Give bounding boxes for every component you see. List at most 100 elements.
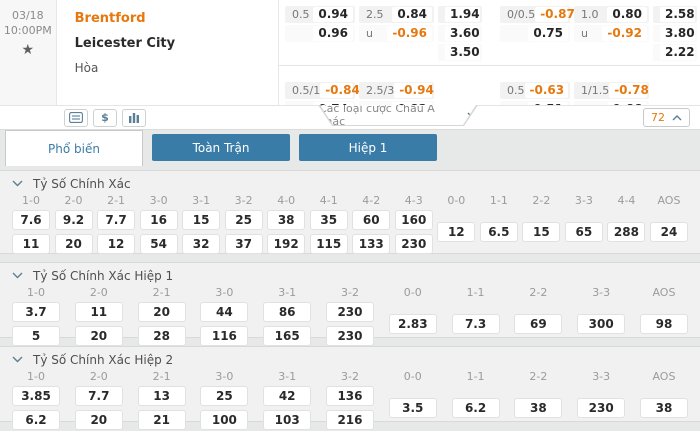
score-odds-home[interactable]: 9.2 — [54, 210, 93, 230]
odds-cell-g2-x12-home[interactable]: 2.58 — [653, 6, 697, 23]
score-odds-home[interactable]: 16 — [139, 210, 178, 230]
odds-value: 3.60 — [445, 26, 480, 41]
odds-cell-g2-ou2-r1[interactable]: 1/1.5 -0.78 — [574, 82, 649, 99]
score-odds-home[interactable]: 86 — [263, 302, 312, 322]
score-odds-away[interactable]: 115 — [309, 234, 348, 254]
score-odds-home[interactable]: 44 — [200, 302, 249, 322]
odds-cell-g1-hdp-r2[interactable]: 0.96 — [285, 25, 355, 42]
score-cells: 300 — [577, 301, 626, 347]
odds-cell-g1-hdp2-r1[interactable]: 0.5/1 -0.84 — [285, 82, 360, 99]
score-odds-home[interactable]: 11 — [74, 302, 123, 322]
score-odds-away[interactable]: 20 — [74, 410, 123, 430]
betslip-button[interactable] — [64, 108, 88, 127]
odds-cell-g1-hdp-r1[interactable]: 0.5 0.94 — [285, 6, 355, 23]
odds-cell-g2-hdp-r1[interactable]: 0/0.5 -0.87 — [500, 6, 575, 23]
score-odds-home[interactable]: 15 — [182, 210, 221, 230]
odds-cell-g2-ou-r1[interactable]: 1.0 0.80 — [574, 6, 649, 23]
market-count-toggle[interactable]: 72 — [643, 108, 690, 127]
tab-hiep-1[interactable]: Hiệp 1 — [299, 134, 437, 161]
score-odds[interactable]: 6.5 — [479, 222, 518, 242]
score-odds-away[interactable]: 230 — [394, 234, 433, 254]
score-odds-away[interactable]: 54 — [139, 234, 178, 254]
cash-out-button[interactable]: $ — [93, 108, 117, 127]
score-odds-away[interactable]: 5 — [12, 326, 60, 346]
odds-cell-g2-hdp2-r1[interactable]: 0.5 -0.63 — [500, 82, 570, 99]
odds-cell-g1-x12-draw[interactable]: 3.60 — [438, 25, 482, 42]
score-odds-home[interactable]: 3.7 — [12, 302, 60, 322]
odds-cell-g2-ou-r2[interactable]: u -0.92 — [574, 25, 649, 42]
score-odds-away[interactable]: 116 — [200, 326, 249, 346]
home-team-name: Brentford — [74, 11, 146, 26]
score-odds-away[interactable]: 20 — [54, 234, 93, 254]
section-header-correct-score[interactable]: Tỷ Số Chính Xác — [12, 175, 688, 192]
score-odds-home[interactable]: 38 — [267, 210, 306, 230]
score-odds[interactable]: 98 — [639, 314, 688, 334]
score-odds[interactable]: 300 — [577, 314, 626, 334]
tab-toan-tran[interactable]: Toàn Trận — [152, 134, 290, 161]
score-odds-home[interactable]: 35 — [309, 210, 348, 230]
score-odds[interactable]: 3.5 — [388, 398, 437, 418]
score-odds-away[interactable]: 165 — [263, 326, 312, 346]
score-odds-away[interactable]: 37 — [224, 234, 263, 254]
odds-cell-g1-x12-home[interactable]: 1.94 — [438, 6, 482, 23]
score-odds-home[interactable]: 3.85 — [12, 386, 60, 406]
score-odds-away[interactable]: 12 — [97, 234, 136, 254]
score-odds-home[interactable]: 60 — [352, 210, 391, 230]
score-odds-away[interactable]: 28 — [137, 326, 186, 346]
odds-cell-g1-x12-away[interactable]: 3.50 — [438, 44, 482, 61]
score-odds[interactable]: 230 — [577, 398, 626, 418]
favorite-star-icon[interactable]: ★ — [21, 42, 35, 58]
score-odds[interactable]: 69 — [514, 314, 563, 334]
score-odds-home[interactable]: 160 — [394, 210, 433, 230]
stats-button[interactable] — [122, 108, 146, 127]
score-odds[interactable]: 7.3 — [451, 314, 500, 334]
score-odds-home[interactable]: 7.7 — [97, 210, 136, 230]
score-odds-away[interactable]: 230 — [325, 326, 374, 346]
score-odds[interactable]: 12 — [437, 222, 476, 242]
score-odds-home[interactable]: 20 — [137, 302, 186, 322]
score-column: 3-3 230 — [577, 370, 626, 431]
score-odds-away[interactable]: 192 — [267, 234, 306, 254]
odds-label: 1/1.5 — [581, 84, 610, 97]
odds-cell-g2-hdp-r2[interactable]: 0.75 — [500, 25, 570, 42]
score-odds-home[interactable]: 7.7 — [74, 386, 123, 406]
score-odds-away[interactable]: 21 — [137, 410, 186, 430]
score-odds-away[interactable]: 11 — [12, 234, 50, 254]
score-odds[interactable]: 15 — [522, 222, 561, 242]
score-label: AOS — [652, 370, 676, 383]
section-correct-score: Tỷ Số Chính Xác 1-0 7.6 11 2-0 9.2 20 — [0, 170, 700, 254]
score-odds-away[interactable]: 100 — [200, 410, 249, 430]
score-odds[interactable]: 38 — [514, 398, 563, 418]
section-header-correct-score-h1[interactable]: Tỷ Số Chính Xác Hiệp 1 — [12, 267, 688, 284]
section-header-correct-score-h2[interactable]: Tỷ Số Chính Xác Hiệp 2 — [12, 351, 688, 368]
score-odds-away[interactable]: 133 — [352, 234, 391, 254]
score-odds-home[interactable]: 25 — [224, 210, 263, 230]
score-odds[interactable]: 38 — [639, 398, 688, 418]
score-odds[interactable]: 65 — [564, 222, 603, 242]
score-odds-away[interactable]: 20 — [74, 326, 123, 346]
tab-pho-bien[interactable]: Phổ biến — [5, 130, 143, 166]
score-odds-home[interactable]: 42 — [263, 386, 312, 406]
score-cells: 65 — [564, 209, 603, 255]
score-odds-home[interactable]: 136 — [325, 386, 374, 406]
score-odds[interactable]: 6.2 — [451, 398, 500, 418]
odds-cell-g1-ou-r2[interactable]: u -0.96 — [359, 25, 434, 42]
more-asian-bets-dropdown[interactable]: Các loại cược Châu Á khác — [318, 105, 478, 126]
score-odds-home[interactable]: 25 — [200, 386, 249, 406]
score-cells: 98 — [639, 301, 688, 347]
score-odds[interactable]: 24 — [649, 222, 688, 242]
score-odds-away[interactable]: 32 — [182, 234, 221, 254]
odds-cell-g1-ou2-r1[interactable]: 2.5/3 -0.94 — [359, 82, 434, 99]
score-odds-home[interactable]: 7.6 — [12, 210, 50, 230]
odds-cell-g2-x12-away[interactable]: 2.22 — [653, 44, 697, 61]
score-odds[interactable]: 2.83 — [388, 314, 437, 334]
score-odds-home[interactable]: 13 — [137, 386, 186, 406]
score-label: 2-2 — [532, 194, 551, 207]
score-odds-home[interactable]: 230 — [325, 302, 374, 322]
score-odds-away[interactable]: 216 — [325, 410, 374, 430]
score-odds-away[interactable]: 103 — [263, 410, 312, 430]
odds-cell-g2-x12-draw[interactable]: 3.80 — [653, 25, 697, 42]
odds-cell-g1-ou-r1[interactable]: 2.5 0.84 — [359, 6, 434, 23]
score-odds[interactable]: 288 — [607, 222, 646, 242]
score-odds-away[interactable]: 6.2 — [12, 410, 60, 430]
